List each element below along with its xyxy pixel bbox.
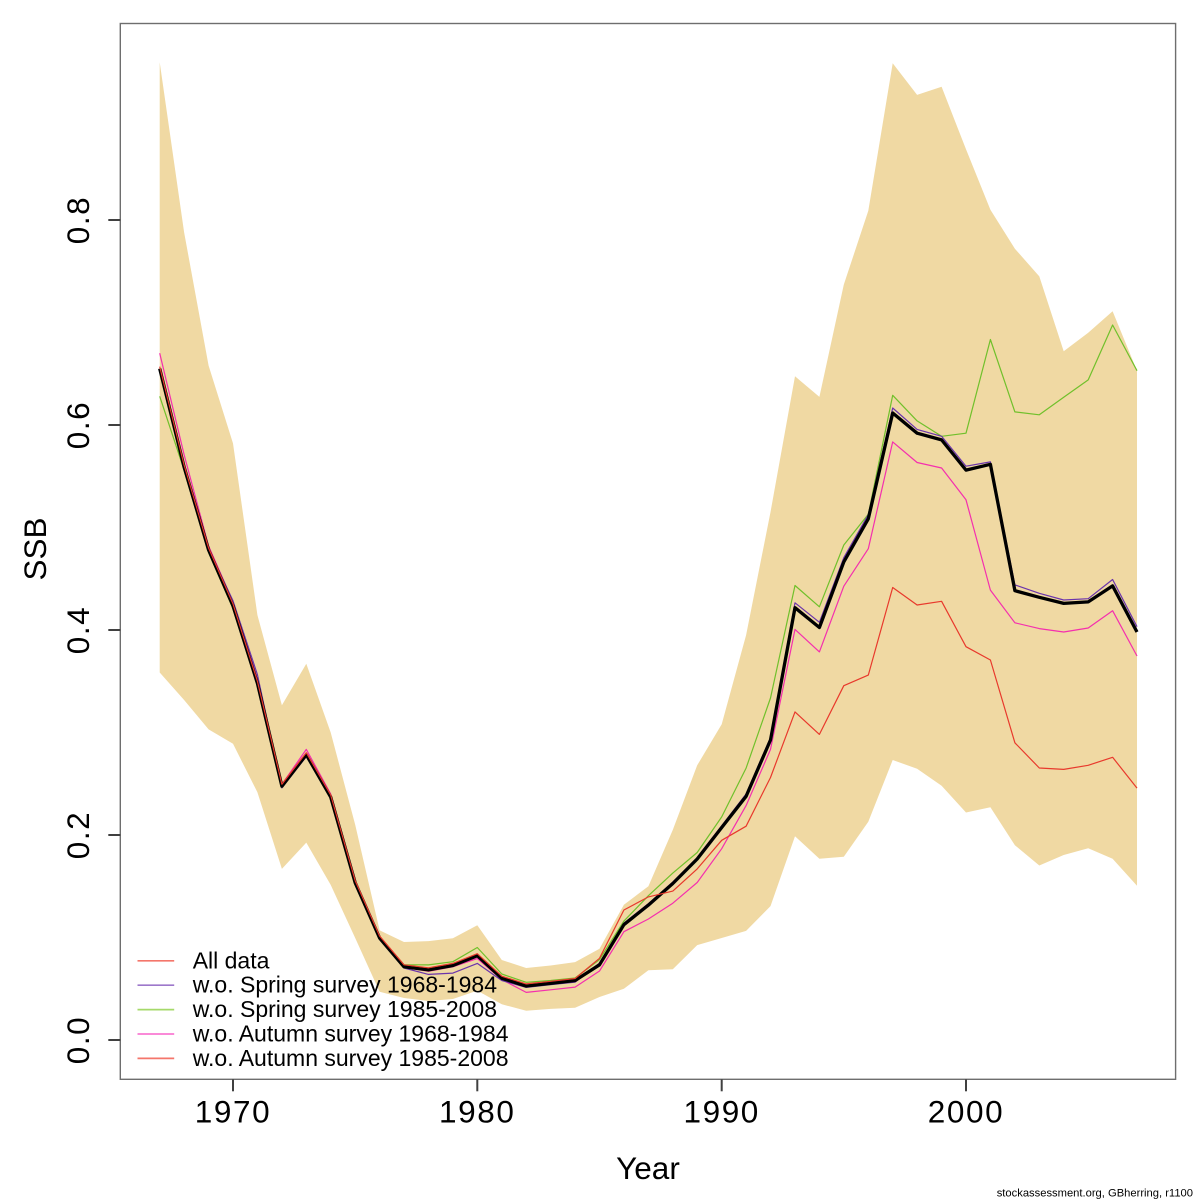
svg-text:stockassessment.org, GBherring: stockassessment.org, GBherring, r1100 [997,1188,1193,1200]
svg-text:0.6: 0.6 [60,401,96,450]
svg-text:2000: 2000 [928,1094,1004,1130]
svg-text:w.o. Autumn survey 1985-2008: w.o. Autumn survey 1985-2008 [192,1045,509,1071]
svg-text:SSB: SSB [17,517,53,580]
svg-text:0.4: 0.4 [60,606,96,655]
svg-text:1990: 1990 [683,1094,759,1130]
svg-text:w.o. Spring survey 1985-2008: w.o. Spring survey 1985-2008 [192,996,497,1022]
svg-text:Year: Year [616,1150,680,1186]
svg-text:1980: 1980 [439,1094,515,1130]
svg-text:0.8: 0.8 [60,196,96,245]
svg-text:All data: All data [193,947,270,973]
svg-text:0.2: 0.2 [60,811,96,860]
svg-text:w.o. Spring survey 1968-1984: w.o. Spring survey 1968-1984 [192,972,498,998]
svg-text:0.0: 0.0 [60,1016,96,1065]
svg-text:1970: 1970 [195,1094,271,1130]
svg-text:w.o. Autumn survey 1968-1984: w.o. Autumn survey 1968-1984 [192,1021,509,1047]
